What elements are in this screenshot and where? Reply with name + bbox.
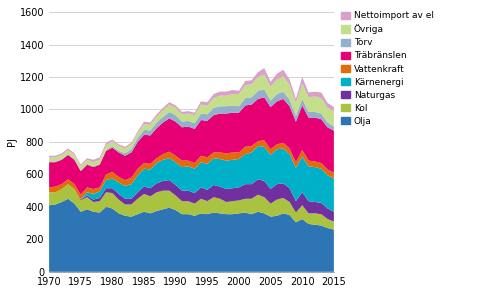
Legend: Nettoimport av el, Övriga, Torv, Träbränslen, Vattenkraft, Kärnenergi, Naturgas,: Nettoimport av el, Övriga, Torv, Träbrän… [341, 11, 434, 126]
Y-axis label: PJ: PJ [7, 137, 17, 146]
